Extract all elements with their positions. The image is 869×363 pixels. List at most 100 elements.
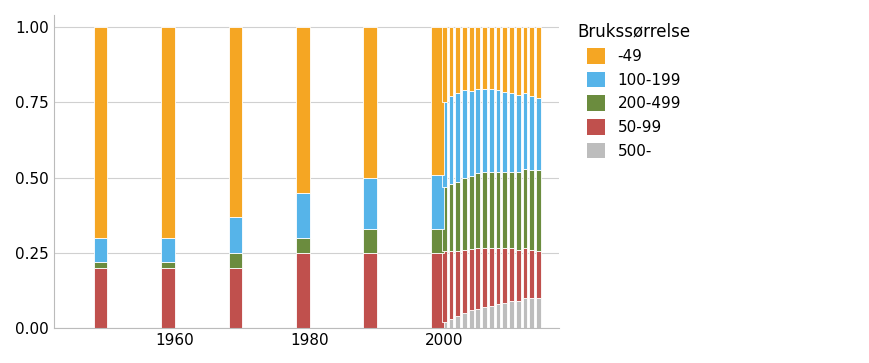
Bar — [461, 313, 467, 328]
Bar — [94, 27, 108, 238]
Bar — [495, 27, 500, 90]
Bar — [535, 170, 541, 251]
Bar — [229, 27, 242, 217]
Bar — [363, 27, 376, 178]
Bar — [528, 298, 534, 328]
Bar — [295, 253, 309, 328]
Bar — [441, 187, 446, 251]
Bar — [363, 253, 376, 328]
Bar — [501, 92, 507, 172]
Bar — [94, 268, 108, 328]
Legend: -49, 100-199, 200-499, 50-99, 500-: -49, 100-199, 200-499, 50-99, 500- — [571, 16, 696, 165]
Bar — [474, 248, 480, 309]
Bar — [161, 262, 175, 268]
Bar — [528, 250, 534, 298]
Bar — [481, 172, 487, 248]
Bar — [495, 304, 500, 328]
Bar — [522, 298, 527, 328]
Bar — [229, 268, 242, 328]
Bar — [474, 309, 480, 328]
Bar — [488, 248, 494, 306]
Bar — [454, 316, 460, 328]
Bar — [441, 251, 446, 322]
Bar — [363, 229, 376, 253]
Bar — [515, 95, 520, 172]
Bar — [474, 173, 480, 248]
Bar — [528, 96, 534, 170]
Bar — [535, 98, 541, 170]
Bar — [448, 96, 453, 184]
Bar — [468, 310, 473, 328]
Bar — [488, 306, 494, 328]
Bar — [295, 193, 309, 238]
Bar — [474, 27, 480, 89]
Bar — [295, 238, 309, 253]
Bar — [448, 319, 453, 328]
Bar — [535, 251, 541, 298]
Bar — [161, 268, 175, 328]
Bar — [161, 238, 175, 262]
Bar — [535, 298, 541, 328]
Bar — [508, 172, 514, 248]
Bar — [528, 170, 534, 250]
Bar — [448, 184, 453, 251]
Bar — [481, 89, 487, 172]
Bar — [522, 27, 527, 93]
Bar — [295, 27, 309, 193]
Bar — [441, 102, 446, 187]
Bar — [461, 250, 467, 313]
Bar — [448, 251, 453, 319]
Bar — [441, 27, 446, 102]
Bar — [501, 302, 507, 328]
Bar — [508, 27, 514, 93]
Bar — [522, 168, 527, 248]
Bar — [474, 89, 480, 173]
Bar — [508, 93, 514, 172]
Bar — [454, 182, 460, 251]
Bar — [461, 178, 467, 250]
Bar — [488, 89, 494, 172]
Bar — [508, 248, 514, 301]
Bar — [508, 301, 514, 328]
Bar — [481, 248, 487, 307]
Bar — [495, 172, 500, 248]
Bar — [528, 27, 534, 96]
Bar — [468, 176, 473, 249]
Bar — [522, 93, 527, 168]
Bar — [430, 175, 444, 229]
Bar — [363, 178, 376, 229]
Bar — [501, 248, 507, 302]
Bar — [430, 27, 444, 175]
Bar — [515, 172, 520, 250]
Bar — [535, 27, 541, 98]
Bar — [161, 27, 175, 238]
Bar — [501, 27, 507, 92]
Bar — [515, 27, 520, 95]
Bar — [454, 93, 460, 182]
Bar — [441, 322, 446, 328]
Bar — [495, 248, 500, 304]
Bar — [481, 307, 487, 328]
Bar — [515, 301, 520, 328]
Bar — [522, 248, 527, 298]
Bar — [468, 91, 473, 176]
Bar — [94, 262, 108, 268]
Bar — [430, 229, 444, 253]
Bar — [94, 238, 108, 262]
Bar — [488, 172, 494, 248]
Bar — [481, 27, 487, 89]
Bar — [430, 253, 444, 328]
Bar — [461, 27, 467, 90]
Bar — [495, 90, 500, 172]
Bar — [454, 27, 460, 93]
Bar — [515, 250, 520, 301]
Bar — [448, 27, 453, 96]
Bar — [501, 172, 507, 248]
Bar — [488, 27, 494, 89]
Bar — [468, 249, 473, 310]
Bar — [454, 251, 460, 316]
Bar — [468, 27, 473, 91]
Bar — [229, 253, 242, 268]
Bar — [461, 90, 467, 178]
Bar — [229, 217, 242, 253]
